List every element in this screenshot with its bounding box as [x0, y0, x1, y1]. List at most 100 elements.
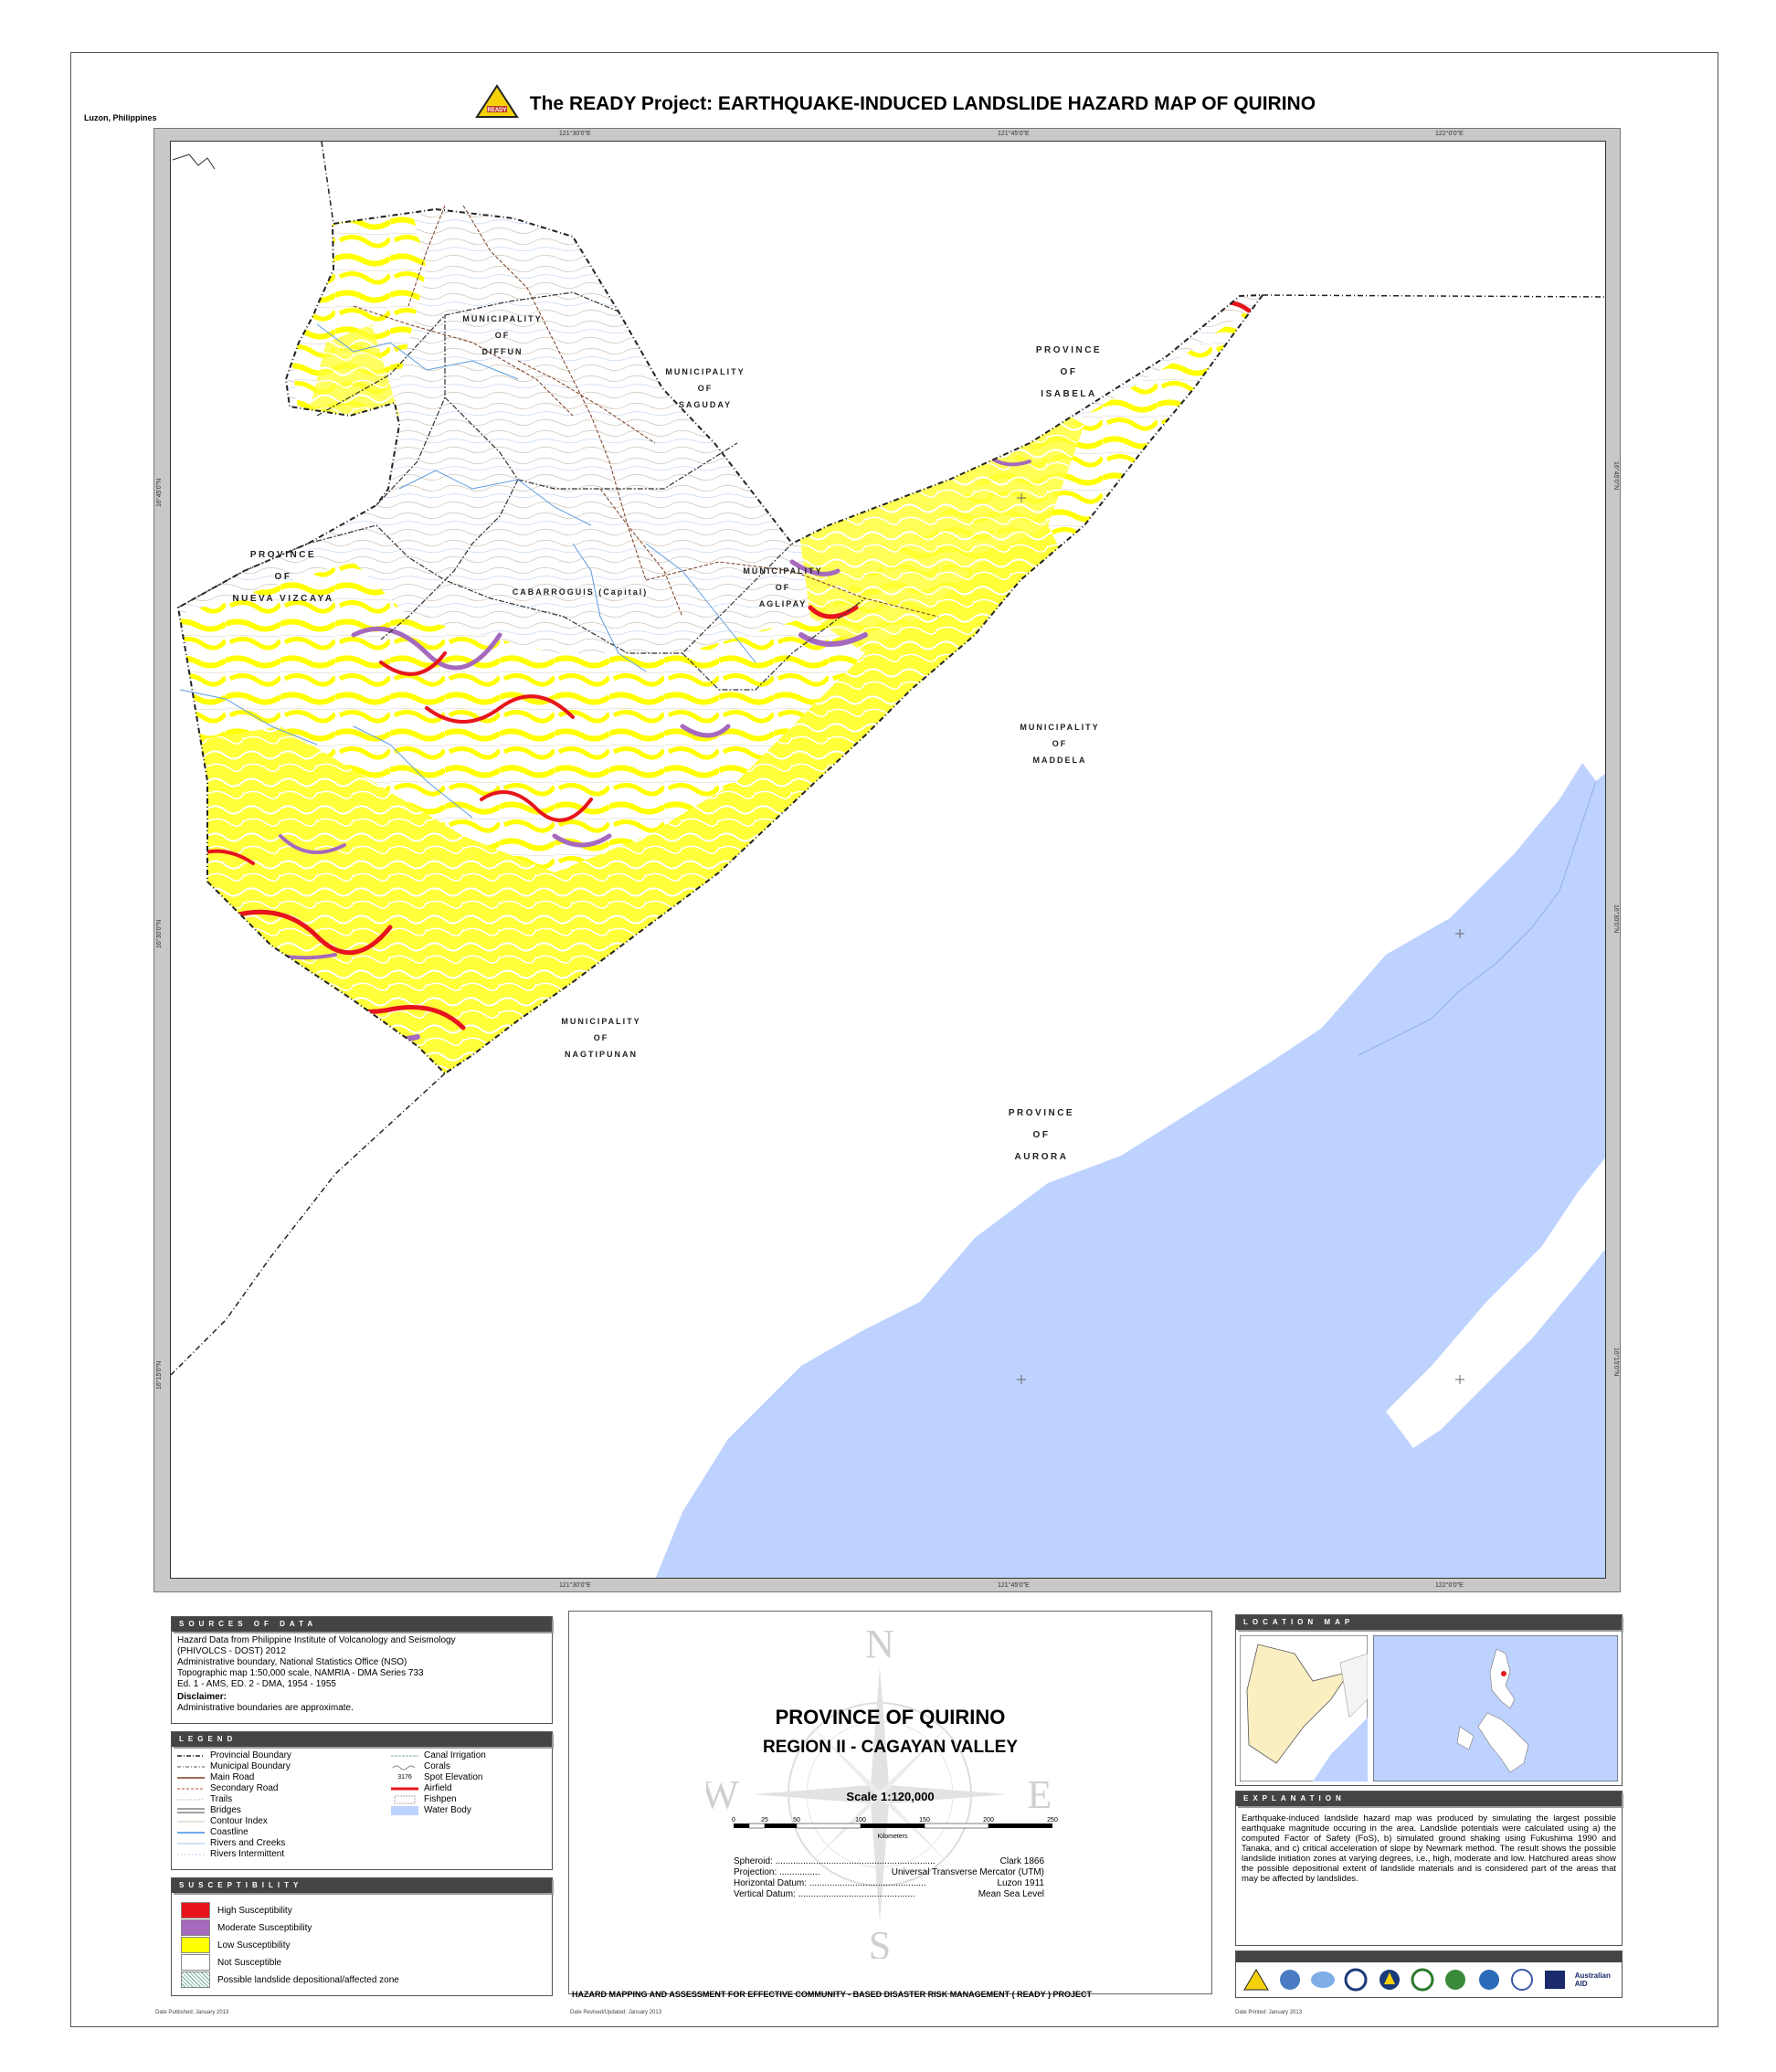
svg-text:W: W [706, 1772, 739, 1817]
province-title: PROVINCE OF QUIRINO [775, 1706, 1006, 1728]
svg-text:50: 50 [793, 1817, 800, 1824]
agency-logo-6 [1445, 1970, 1466, 1990]
legend-spot-elevation: 3176 Spot Elevation [397, 1772, 483, 1782]
date-printed: Date Printed: January 2013 [1235, 2010, 1303, 2015]
agency-logo-5 [1411, 1968, 1434, 1992]
inset-province-map [1240, 1635, 1368, 1781]
provincial-boundary-north [321, 142, 334, 225]
explanation-text: Earthquake-induced landslide hazard map … [1242, 1813, 1616, 1884]
rivers [179, 323, 756, 819]
legend-rivers-intermittent: Rivers Intermittent [177, 1849, 285, 1859]
agency-logo-3 [1344, 1968, 1368, 1992]
label-cabarroguis: CABARROGUIS (Capital) [512, 587, 649, 597]
location-map-panel: LOCATION MAP [1235, 1614, 1623, 1786]
partner-logos-panel: Australian AID [1235, 1950, 1623, 1998]
scale-text: Scale 1:120,000 [846, 1790, 935, 1803]
datum-info: Spheroid: ..............................… [734, 1856, 1044, 1899]
svg-text:N: N [865, 1630, 894, 1666]
svg-text:S: S [869, 1923, 891, 1959]
svg-text:250: 250 [1047, 1817, 1058, 1824]
date-revised: Date Revised/Updated: January 2013 [570, 2010, 662, 2015]
label-diffun: MUNICIPALITY OF DIFFUN [462, 314, 543, 356]
legend-water-body: Water Body [391, 1805, 471, 1815]
label-aurora: PROVINCE OF AURORA [1008, 1108, 1075, 1162]
susceptibility-heading: SUSCEPTIBILITY [172, 1878, 552, 1893]
susc-low: Low Susceptibility [181, 1937, 290, 1953]
svg-text:E: E [1028, 1772, 1052, 1817]
hazard-map [170, 141, 1606, 1579]
svg-text:Kilometers: Kilometers [877, 1834, 908, 1840]
svg-text:0: 0 [732, 1817, 735, 1824]
municipal-boundaries [177, 291, 866, 691]
inset-philippines-map [1373, 1635, 1618, 1781]
grid-label-bottom-3: 122°0'0"E [1435, 1582, 1464, 1589]
legend-canal-irrigation: Canal Irrigation [391, 1750, 486, 1760]
grid-label-right-2: 16°30'0"N [1612, 904, 1619, 934]
disclaimer-text: Administrative boundaries are approximat… [177, 1703, 354, 1713]
susc-moderate: Moderate Susceptibility [181, 1919, 312, 1936]
legend-corals: Corals [391, 1761, 450, 1771]
sources-heading: SOURCES OF DATA [172, 1617, 552, 1632]
label-isabela: PROVINCE OF ISABELA [1035, 345, 1103, 399]
region-title: REGION II - CAGAYAN VALLEY [762, 1738, 1019, 1757]
label-aglipay: MUNICIPALITY OF AGLIPAY [743, 566, 823, 608]
title-panel: N S E W PROVINCE OF QUIRINO REGION II - … [568, 1611, 1212, 1994]
grid-label-right-3: 16°15'0"N [1612, 1348, 1619, 1377]
legend-main-road: Main Road [177, 1772, 255, 1782]
legend-secondary-road: Secondary Road [177, 1783, 279, 1793]
australian-aid-logo: Australian AID [1574, 1972, 1611, 1988]
quirino-locator [1501, 1671, 1506, 1676]
grid-label-left-3: 16°15'0"N [156, 1360, 163, 1390]
agency-logo-2 [1310, 1972, 1335, 1988]
agency-logo-9 [1545, 1971, 1566, 1989]
label-nagtipunan: MUNICIPALITY OF NAGTIPUNAN [561, 1017, 641, 1059]
roads [353, 205, 939, 618]
svg-text:READY: READY [487, 108, 506, 113]
susc-depositional: Possible landslide depositional/affected… [181, 1972, 399, 1988]
peninsula [1386, 1158, 1605, 1448]
provincial-boundary-south [171, 1073, 446, 1376]
title-text: The READY Project: EARTHQUAKE-INDUCED LA… [529, 93, 1316, 114]
legend-trails: Trails [177, 1794, 233, 1804]
legend-contour-index: Contour Index [177, 1816, 268, 1826]
sources-text: Hazard Data from Philippine Institute of… [172, 1632, 552, 1716]
location-label: Luzon, Philippines [84, 113, 157, 122]
agency-logo-8 [1511, 1969, 1534, 1991]
neighbor-boundary [172, 153, 216, 170]
label-saguday: MUNICIPALITY OF SAGUDAY [665, 367, 745, 409]
legend-panel: LEGEND Provincial Boundary Municipal Bou… [171, 1731, 553, 1870]
grid-label-left-2: 16°30'0"N [156, 919, 163, 948]
map-canvas [171, 142, 1605, 1578]
svg-text:100: 100 [855, 1817, 866, 1824]
map-title: READY The READY Project: EARTHQUAKE-INDU… [71, 84, 1719, 124]
label-maddela: MUNICIPALITY OF MADDELA [1020, 723, 1100, 765]
svg-text:150: 150 [919, 1817, 930, 1824]
legend-heading: LEGEND [172, 1732, 552, 1747]
svg-text:25: 25 [761, 1817, 768, 1824]
susc-not: Not Susceptible [181, 1954, 281, 1971]
susc-high: High Susceptibility [181, 1902, 292, 1919]
legend-fishpen: Fishpen [391, 1794, 457, 1804]
provincial-boundary-east [1262, 294, 1605, 298]
grid-label-left-1: 16°45'0"N [156, 478, 163, 507]
explanation-panel: EXPLANATION Earthquake-induced landslide… [1235, 1791, 1623, 1946]
explanation-heading: EXPLANATION [1236, 1792, 1622, 1806]
graticule-crosses [1017, 493, 1464, 1384]
map-sheet: READY The READY Project: EARTHQUAKE-INDU… [70, 52, 1718, 2027]
legend-coastline: Coastline [177, 1827, 248, 1837]
compass-rose-icon: N S E W [706, 1630, 1052, 1959]
legend-provincial-boundary: Provincial Boundary [177, 1750, 291, 1760]
coastline [1358, 780, 1597, 1056]
grid-label-bottom-1: 121°30'0"E [559, 1582, 591, 1589]
legend-items: Provincial Boundary Municipal Boundary M… [172, 1747, 552, 1869]
scale-bar: 0 25 50 100 150 200 250 Kilometers [732, 1817, 1058, 1840]
grid-label-top-3: 122°0'0"E [1435, 131, 1464, 137]
grid-label-top-1: 121°30'0"E [559, 131, 591, 137]
disclaimer-title: Disclaimer: [177, 1692, 227, 1702]
agency-logo-4 [1379, 1970, 1400, 1990]
sea-water-body [655, 763, 1605, 1578]
agency-logo-7 [1478, 1970, 1499, 1990]
agency-logo-1 [1279, 1970, 1300, 1990]
date-published: Date Published: January 2013 [155, 2010, 229, 2015]
location-map-heading: LOCATION MAP [1236, 1615, 1622, 1630]
